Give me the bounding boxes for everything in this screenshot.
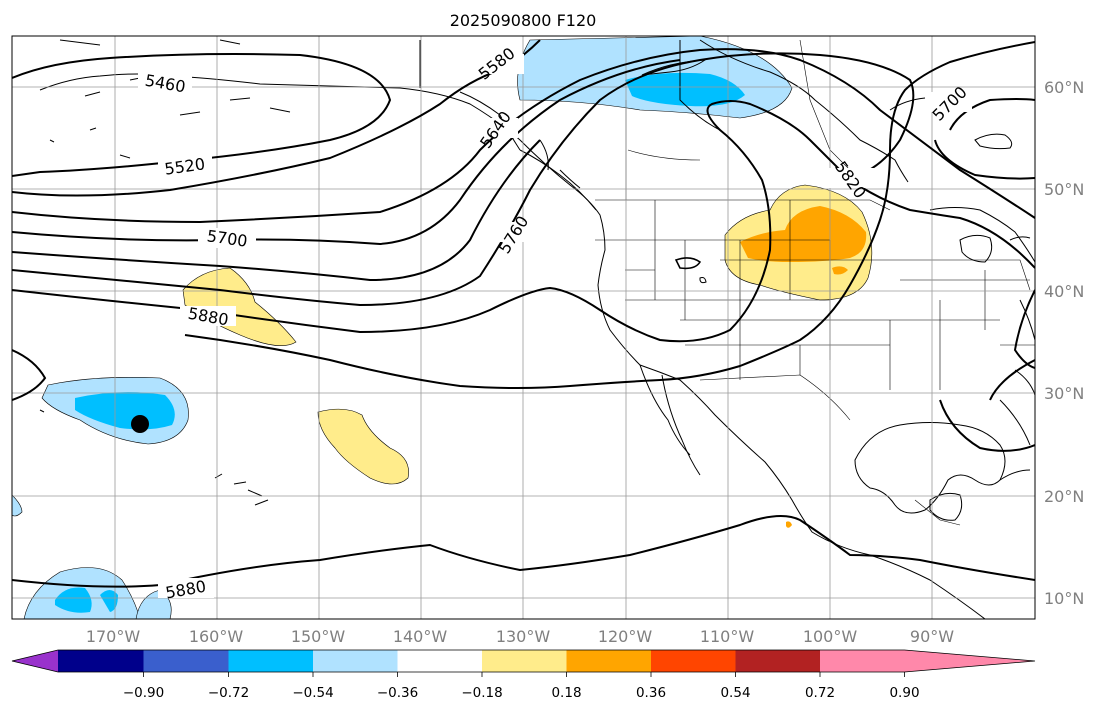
colorbar-tick-label: 0.54 [720, 685, 750, 701]
longitude-labels: 170°W 160°W 150°W 140°W 130°W 120°W 110°… [86, 627, 954, 646]
latitude-labels: 60°N 50°N 40°N 30°N 20°N 10°N [1044, 78, 1084, 608]
lon-label-100w: 100°W [803, 627, 858, 646]
colorbar-tick-label: −0.18 [461, 685, 502, 701]
colorbar-segment [143, 650, 229, 672]
lat-label-40n: 40°N [1044, 282, 1084, 301]
map-frame [11, 35, 1036, 620]
colorbar-segment [651, 650, 736, 672]
lon-label-170w: 170°W [86, 627, 141, 646]
colorbar-tick-label: −0.90 [123, 685, 164, 701]
lon-label-130w: 130°W [496, 627, 551, 646]
lon-label-110w: 110°W [700, 627, 755, 646]
lat-label-30n: 30°N [1044, 384, 1084, 403]
colorbar-outline [11, 649, 1036, 673]
lon-label-120w: 120°W [598, 627, 653, 646]
lat-label-60n: 60°N [1044, 78, 1084, 97]
colorbar-segment [820, 650, 905, 672]
negative-anomaly-southwest [12, 494, 172, 619]
colorbar-lower-extension [12, 650, 58, 672]
storm-marker [131, 415, 149, 433]
positive-anomaly-pacific-south [317, 408, 409, 485]
positive-anomaly-plains [724, 184, 873, 528]
lon-label-160w: 160°W [189, 627, 244, 646]
colorbar-tick-label: 0.18 [551, 685, 581, 701]
lat-label-20n: 20°N [1044, 487, 1084, 506]
positive-anomaly-pacific-north [182, 267, 297, 347]
map-background [12, 36, 1035, 619]
colorbar-segment [313, 650, 398, 672]
colorbar-segment [397, 650, 482, 672]
colorbar-segment [482, 650, 567, 672]
colorbar-segment [58, 650, 144, 672]
map-area: 5460 5520 5580 5640 5700 5760 5820 5700 … [12, 36, 1035, 619]
colorbar-ticks [143, 672, 905, 677]
colorbar-tick-label: 0.90 [889, 685, 919, 701]
colorbar-tick-label: −0.54 [292, 685, 333, 701]
colorbar-tick-label: 0.36 [636, 685, 666, 701]
colorbar-segment [566, 650, 651, 672]
colorbar-tick-label: −0.72 [208, 685, 249, 701]
colorbar-tick-label: −0.36 [377, 685, 418, 701]
colorbar-tick-label: 0.72 [805, 685, 835, 701]
lon-label-90w: 90°W [910, 627, 954, 646]
colorbar: −0.90 −0.72 −0.54 −0.36 −0.18 0.18 0.36 … [11, 649, 1036, 701]
lon-label-140w: 140°W [393, 627, 448, 646]
colorbar-upper-extension [904, 650, 1035, 672]
colorbar-segment [228, 650, 313, 672]
figure-title: 2025090800 F120 [450, 11, 597, 30]
lat-label-50n: 50°N [1044, 180, 1084, 199]
colorbar-segment [735, 650, 820, 672]
lat-label-10n: 10°N [1044, 589, 1084, 608]
lon-label-150w: 150°W [291, 627, 346, 646]
